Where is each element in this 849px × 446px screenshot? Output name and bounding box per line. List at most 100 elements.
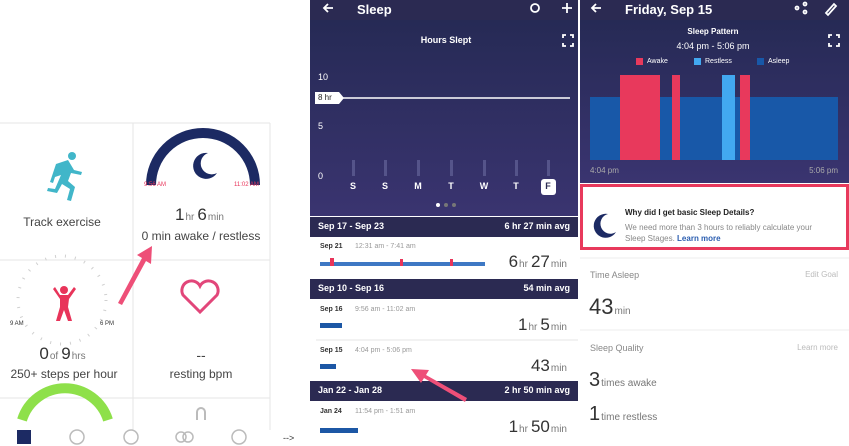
heart-value: -- <box>196 347 206 363</box>
steps-detail: 250+ steps per hour <box>10 367 118 381</box>
unit: min <box>614 306 631 317</box>
heart-icon <box>180 279 220 315</box>
unit: hr <box>185 212 195 223</box>
number: 43 <box>589 294 614 319</box>
notice-moon <box>593 213 616 238</box>
unit: min <box>550 424 567 435</box>
pointer-arrow <box>118 246 152 305</box>
number: 3 <box>589 369 601 391</box>
day-highlight <box>541 179 556 195</box>
steps-start: 9 AM <box>10 321 24 327</box>
unit: hrs <box>71 351 86 362</box>
pattern-time: 4:04 pm - 5:06 pm <box>676 41 750 51</box>
steps-end: 6 PM <box>100 321 115 327</box>
pattern-title: Sleep Pattern <box>687 27 739 36</box>
day-label: F <box>545 181 551 191</box>
sleep-start: 9:56 AM <box>144 182 167 188</box>
goal-tag <box>315 92 344 104</box>
notice-title: Why did I get basic Sleep Details? <box>625 208 755 217</box>
edit-goal[interactable]: Edit Goal <box>805 270 838 279</box>
quality-item: 1time restless <box>589 404 660 424</box>
day-label: S <box>349 181 357 191</box>
notice-box <box>580 184 849 250</box>
entry-time: 11:54 pm - 1:51 am <box>355 408 416 415</box>
week-avg: 2 hr 50 min avg <box>504 385 570 395</box>
number: 1 <box>518 315 528 334</box>
day-label: T <box>448 181 454 191</box>
chart-title: Hours Slept <box>420 35 472 45</box>
number: 1 <box>589 403 601 425</box>
number: 5 <box>540 315 550 334</box>
unit: hr <box>519 259 528 270</box>
steps-figure <box>53 286 76 321</box>
nav-bar <box>17 429 247 445</box>
y-tick-label: 5 <box>318 121 324 131</box>
unit: min <box>550 259 567 270</box>
legend-item: Awake <box>647 58 668 65</box>
entry-duration: 6hr 27min <box>509 253 570 271</box>
steps-ring <box>16 254 108 346</box>
number: 9 <box>61 344 71 363</box>
sleep-end: 11:02 AM <box>234 182 259 188</box>
notice-text: We need more than 3 hours to reliably ca… <box>625 223 813 243</box>
number: 43 <box>530 356 550 375</box>
heart-detail: resting bpm <box>169 367 233 381</box>
moon-icon <box>193 152 217 179</box>
week-range: Sep 10 - Sep 16 <box>318 283 385 293</box>
screen-title: Sleep <box>357 2 392 17</box>
week-range: Jan 22 - Jan 28 <box>318 385 383 395</box>
exercise-label: Track exercise <box>23 215 101 229</box>
sleep-duration: 1hr 6min <box>175 206 227 224</box>
legend-item: Asleep <box>768 58 790 65</box>
quality-item: 3times awake <box>589 370 660 390</box>
unit: hr <box>519 424 528 435</box>
notice-link[interactable]: Learn more <box>677 234 721 243</box>
unit: min <box>207 212 224 223</box>
entry-date: Sep 21 <box>320 243 343 250</box>
unit: hr <box>528 322 538 333</box>
entry-date: Sep 15 <box>320 347 343 354</box>
week-avg: 6 hr 27 min avg <box>504 221 570 231</box>
time-asleep-value: 43min <box>589 296 634 318</box>
unit: time restless <box>601 412 658 423</box>
number: 0 <box>39 344 49 363</box>
time-asleep-label: Time Asleep <box>590 270 640 280</box>
day-label: T <box>513 181 519 191</box>
runner-icon <box>47 152 82 201</box>
day-columns <box>352 160 550 176</box>
quality-learn-more[interactable]: Learn more <box>797 343 838 352</box>
axis-end: 5:06 pm <box>809 166 838 175</box>
entry-time: 12:31 am - 7:41 am <box>355 243 416 250</box>
number: 6 <box>197 205 207 224</box>
entry-bars <box>320 258 485 433</box>
transition-arrow: --> <box>283 433 295 443</box>
week-range: Sep 17 - Sep 23 <box>318 221 385 231</box>
entry-duration: 1hr 50min <box>509 418 570 436</box>
entry-time: 4:04 pm - 5:06 pm <box>355 347 412 354</box>
day-label: M <box>414 181 422 191</box>
number: 27 <box>530 252 550 271</box>
entry-duration: 43min <box>531 357 570 375</box>
unit: times awake <box>601 378 657 389</box>
week-avg: 54 min avg <box>523 283 570 293</box>
unit: min <box>550 363 567 374</box>
unit: of <box>49 351 59 362</box>
notice-body: We need more than 3 hours to reliably ca… <box>625 222 830 244</box>
quality-label: Sleep Quality <box>590 343 644 353</box>
number: 6 <box>508 252 519 271</box>
axis-start: 4:04 pm <box>590 166 619 175</box>
goal-label: 8 hr <box>318 93 332 102</box>
y-tick-label: 0 <box>318 171 324 181</box>
day-label: W <box>479 181 489 191</box>
partial-ring <box>17 383 113 422</box>
number: 1 <box>508 417 519 436</box>
y-tick-label: 10 <box>318 72 329 82</box>
sleep-arc <box>146 128 260 186</box>
sleep-detail: 0 min awake / restless <box>141 229 261 243</box>
unit: min <box>550 322 567 333</box>
entry-date: Sep 16 <box>320 306 343 313</box>
pattern-blocks <box>590 75 838 160</box>
steps-summary: 0of 9hrs <box>39 345 88 363</box>
